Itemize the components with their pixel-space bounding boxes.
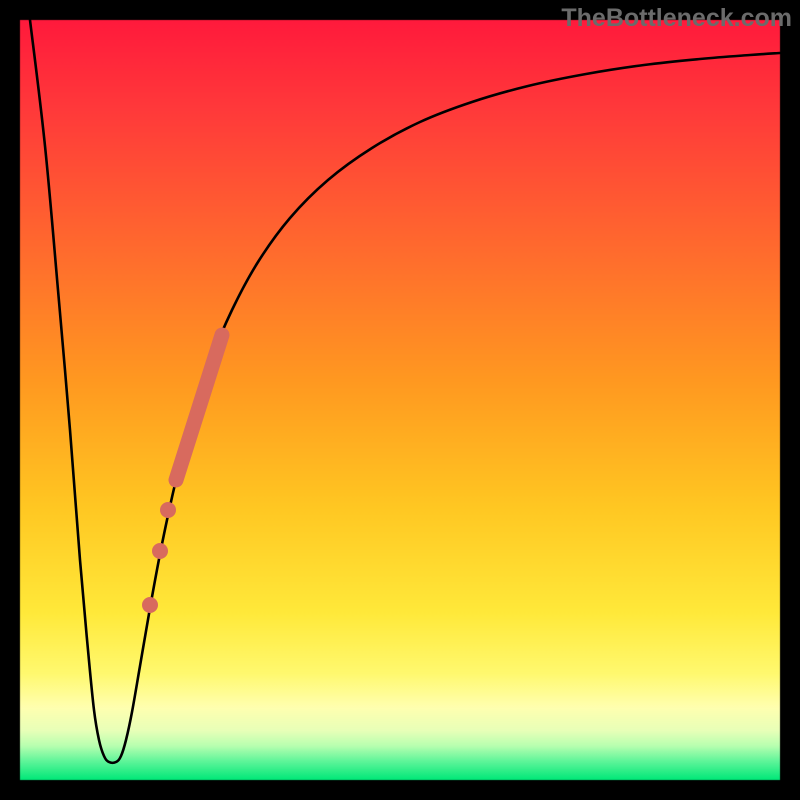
highlight-dot-0 bbox=[160, 502, 176, 518]
highlight-dot-1 bbox=[152, 543, 168, 559]
highlight-segment bbox=[176, 335, 222, 480]
chart-svg bbox=[0, 0, 800, 800]
highlight-dot-2 bbox=[142, 597, 158, 613]
chart-container: TheBottleneck.com bbox=[0, 0, 800, 800]
bottleneck-curve bbox=[30, 20, 780, 763]
watermark-text: TheBottleneck.com bbox=[561, 4, 792, 33]
